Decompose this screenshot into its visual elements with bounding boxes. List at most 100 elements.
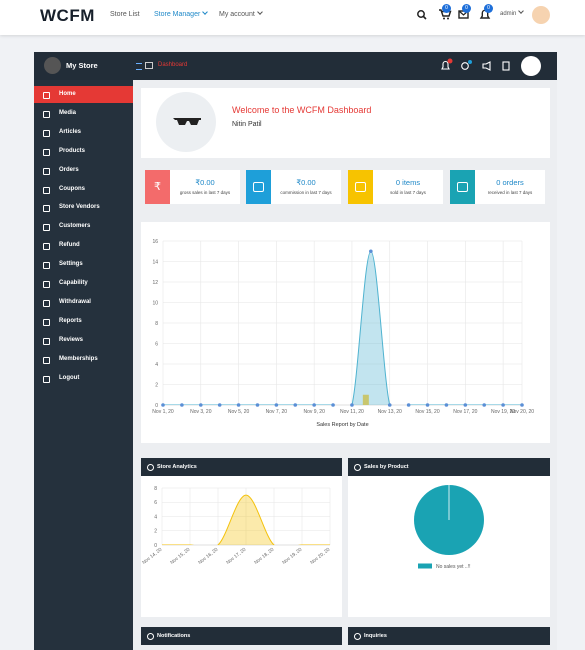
menu-item[interactable]: Media bbox=[34, 105, 133, 122]
x-tick-label: Nov 20, 20 bbox=[510, 409, 534, 415]
stat-icon bbox=[348, 170, 373, 204]
menu-icon bbox=[43, 92, 50, 99]
menu-label: Logout bbox=[59, 374, 80, 381]
menu-label: Memberships bbox=[59, 355, 98, 362]
menu-icon bbox=[43, 224, 50, 232]
notif-icon[interactable] bbox=[441, 60, 450, 70]
announce-icon[interactable] bbox=[482, 61, 491, 71]
badge: 0 bbox=[442, 4, 451, 13]
point bbox=[520, 403, 524, 407]
legend-swatch bbox=[418, 563, 432, 569]
point bbox=[387, 403, 392, 407]
x-tick-label: Nov 15, 20 bbox=[415, 409, 439, 415]
nav-link[interactable]: Store Manager bbox=[154, 9, 209, 18]
menu-item[interactable]: Articles bbox=[34, 124, 133, 141]
logo[interactable]: WCFM bbox=[40, 6, 95, 25]
panel-header: Notifications bbox=[141, 627, 342, 645]
sunglasses-icon bbox=[173, 118, 201, 125]
area bbox=[163, 251, 522, 405]
y-tick-label: 4 bbox=[155, 362, 158, 368]
menu-item[interactable]: Refund bbox=[34, 237, 133, 254]
menu-item[interactable]: Coupons bbox=[34, 181, 133, 198]
breadcrumb-icon bbox=[145, 62, 153, 69]
chevron bbox=[256, 9, 263, 15]
menu-icon bbox=[43, 318, 50, 326]
menu-label: Customers bbox=[59, 223, 91, 230]
nav-link-text: My account bbox=[219, 11, 255, 18]
badge: 0 bbox=[462, 4, 471, 13]
x-tick-label: Nov 20, 20 bbox=[309, 547, 331, 566]
user-menu[interactable]: admin bbox=[500, 8, 525, 17]
menu-item[interactable]: Capability bbox=[34, 275, 133, 292]
area bbox=[162, 495, 330, 545]
panel-header: Store Analytics bbox=[141, 458, 342, 476]
menu-toggle[interactable] bbox=[136, 63, 142, 70]
stat-value: ₹0.00 bbox=[195, 178, 215, 187]
point bbox=[463, 403, 468, 407]
menu-item[interactable]: Logout bbox=[34, 370, 133, 387]
panel-header: Sales by Product bbox=[348, 458, 550, 476]
menu-item[interactable]: Home bbox=[34, 86, 133, 103]
x-tick-label: Nov 17, 20 bbox=[225, 547, 247, 566]
menu-icon bbox=[43, 205, 50, 213]
stat-label: gross sales in last 7 days bbox=[179, 190, 231, 195]
menu-icon bbox=[43, 186, 50, 194]
point bbox=[312, 403, 316, 407]
y-tick-label: 6 bbox=[155, 341, 158, 347]
menu-label: Coupons bbox=[59, 185, 85, 192]
y-tick-label: 6 bbox=[154, 500, 157, 506]
y-tick-label: 12 bbox=[152, 280, 158, 286]
enquiry-icon[interactable] bbox=[461, 62, 469, 70]
menu-label: Store Vendors bbox=[59, 204, 100, 211]
point bbox=[369, 249, 373, 254]
menu-label: Refund bbox=[59, 242, 80, 249]
menu-item[interactable]: Memberships bbox=[34, 351, 133, 368]
y-tick-label: 2 bbox=[154, 529, 157, 535]
stat-label: commission in last 7 days bbox=[280, 190, 332, 195]
menu-label: Articles bbox=[59, 128, 82, 135]
menu-item[interactable]: Products bbox=[34, 143, 133, 160]
sales-chart: 0 2 4 6 8 10 12 14 16 Nov 1, 20 Nov 3, 20 Nov 5, 20… bbox=[152, 239, 534, 428]
menu-item[interactable]: Reports bbox=[34, 313, 133, 330]
x-tick-label: Nov 15, 20 bbox=[169, 547, 191, 566]
x-tick-label: Nov 5, 20 bbox=[228, 409, 250, 415]
user-avatar[interactable] bbox=[532, 6, 550, 24]
line bbox=[162, 494, 330, 545]
menu-item[interactable]: Settings bbox=[34, 256, 133, 273]
menu-item[interactable]: Orders bbox=[34, 162, 133, 179]
menu-icon bbox=[43, 148, 50, 156]
point bbox=[350, 403, 354, 407]
menu-item[interactable]: Store Vendors bbox=[34, 199, 133, 216]
menu-label: Reviews bbox=[59, 336, 84, 343]
y-tick-label: 16 bbox=[152, 239, 158, 245]
menu-item[interactable]: Reviews bbox=[34, 332, 133, 349]
menu-icon bbox=[43, 110, 50, 118]
cart-wheel bbox=[447, 17, 449, 20]
header-avatar[interactable] bbox=[521, 56, 541, 76]
menu-label: Withdrawal bbox=[59, 298, 91, 305]
nav-link[interactable]: My account bbox=[219, 9, 263, 18]
menu-label: Settings bbox=[59, 261, 83, 268]
y-tick-label: 0 bbox=[155, 403, 158, 409]
menu-item[interactable]: Customers bbox=[34, 218, 133, 235]
stat-label: sold in last 7 days bbox=[390, 190, 426, 195]
point bbox=[161, 403, 165, 407]
nav-link[interactable]: Store List bbox=[110, 11, 140, 18]
panel-header: Inquiries bbox=[348, 627, 550, 645]
badge: 0 bbox=[484, 4, 493, 13]
x-tick-label: Nov 19, 20 bbox=[281, 547, 303, 566]
stat-icon-shape bbox=[457, 182, 468, 193]
menu-icon bbox=[43, 262, 50, 270]
point bbox=[406, 403, 411, 407]
search-icon[interactable] bbox=[417, 10, 425, 18]
stat-icon bbox=[450, 170, 475, 204]
pie-chart: No sales yet ..!! bbox=[414, 485, 484, 570]
x-tick-label: Nov 7, 20 bbox=[266, 409, 288, 415]
menu-label: Reports bbox=[59, 317, 82, 324]
stat-value: 0 items bbox=[395, 178, 421, 187]
point bbox=[255, 403, 260, 407]
menu-item[interactable]: Withdrawal bbox=[34, 294, 133, 311]
profile-icon[interactable] bbox=[502, 61, 510, 71]
breadcrumb[interactable]: Dashboard bbox=[158, 62, 188, 68]
welcome-name: Nitin Patil bbox=[232, 121, 262, 128]
